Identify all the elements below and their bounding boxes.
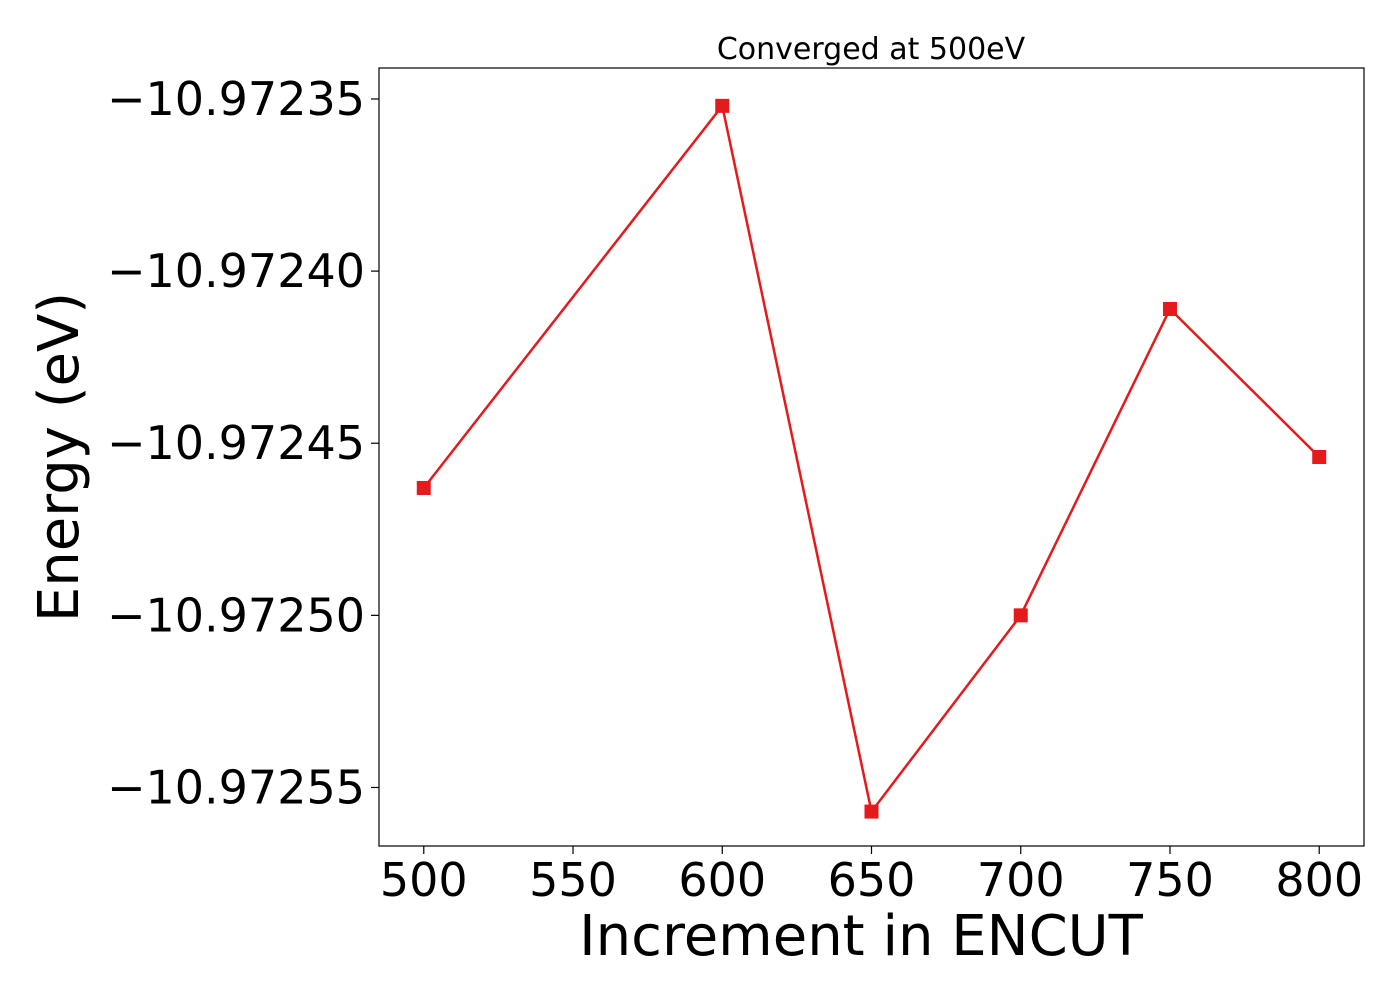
y-tick-label: −10.97240: [107, 244, 365, 298]
data-point-marker: [715, 98, 730, 113]
data-point-marker: [1162, 301, 1177, 316]
x-tick-label: 550: [529, 853, 617, 907]
x-tick-label: 600: [678, 853, 766, 907]
chart-title: Converged at 500eV: [717, 32, 1026, 67]
y-axis-label: Energy (eV): [27, 292, 92, 622]
x-tick-label: 800: [1275, 853, 1363, 907]
data-point-marker: [864, 804, 879, 819]
data-point-marker: [416, 480, 431, 495]
x-axis-label: Increment in ENCUT: [579, 904, 1144, 969]
plot-area: [378, 67, 1365, 847]
y-axis: −10.97235 −10.97240 −10.97245 −10.97250 −10.…: [107, 72, 379, 814]
x-tick-label: 500: [380, 853, 468, 907]
data-point-marker: [1013, 608, 1028, 623]
y-tick-label: −10.97245: [107, 416, 365, 470]
x-tick-label: 650: [828, 853, 916, 907]
x-axis: 500 550 600 650 700 750 800: [380, 846, 1363, 907]
series-layer: [416, 98, 1327, 819]
plot-frame: [378, 67, 1365, 847]
x-tick-label: 750: [1126, 853, 1214, 907]
y-tick-label: −10.97255: [107, 760, 365, 814]
x-tick-label: 700: [977, 853, 1065, 907]
y-tick-label: −10.97235: [107, 72, 365, 126]
series-line: [422, 102, 1321, 815]
y-tick-label: −10.97250: [107, 588, 365, 642]
data-point-marker: [1312, 450, 1327, 464]
